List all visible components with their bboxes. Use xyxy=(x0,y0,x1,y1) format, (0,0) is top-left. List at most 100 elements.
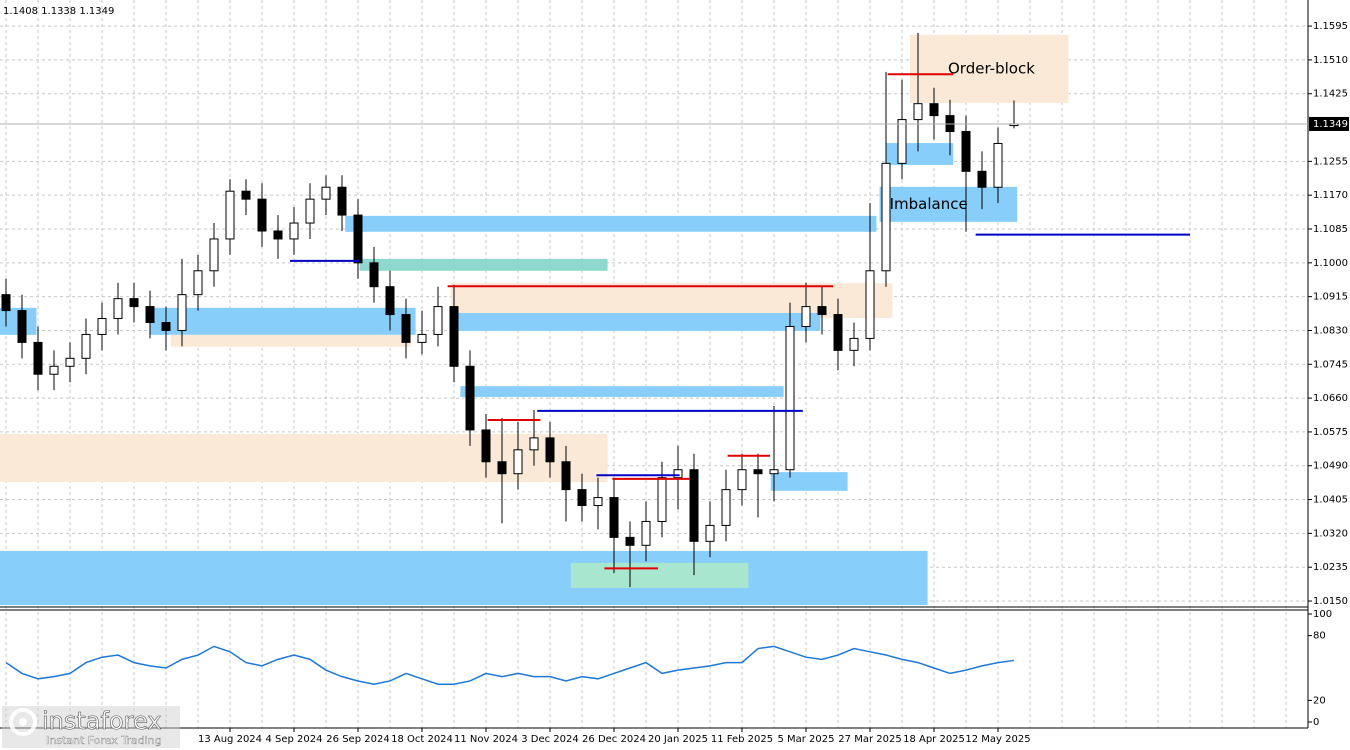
zone-label: Order-block xyxy=(948,59,1035,77)
zone xyxy=(570,562,749,588)
x-tick-label: 11 Nov 2024 xyxy=(454,734,518,745)
marks xyxy=(1,32,1190,588)
candle-body xyxy=(161,322,171,331)
zone xyxy=(0,550,928,605)
current-price-tag xyxy=(1309,116,1349,131)
y-tick-label: 1.0915 xyxy=(1313,292,1348,303)
candle-body xyxy=(737,469,747,491)
candle-body xyxy=(385,286,395,316)
x-tick-label: 3 Dec 2024 xyxy=(521,734,579,745)
zone xyxy=(150,307,416,335)
x-tick-label: 27 Mar 2025 xyxy=(838,734,901,745)
y-tick-label: 1.0150 xyxy=(1313,596,1348,607)
candle-body xyxy=(929,103,939,117)
candle-body xyxy=(881,162,891,272)
candle-body xyxy=(209,238,219,272)
candle-body xyxy=(321,186,331,200)
x-tick-label: 13 Aug 2024 xyxy=(198,734,262,745)
candle-body xyxy=(625,536,635,546)
x-tick-label: 26 Sep 2024 xyxy=(326,734,389,745)
y-tick-label: 1.1085 xyxy=(1313,224,1348,235)
watermark-brand: instaforex xyxy=(42,707,162,735)
indicator-tick-label: 100 xyxy=(1313,609,1332,620)
candle-body xyxy=(897,119,907,164)
y-tick-label: 1.0575 xyxy=(1313,427,1348,438)
candle-body xyxy=(753,469,763,475)
y-tick-label: 1.1510 xyxy=(1313,55,1348,66)
candle-body xyxy=(977,170,987,188)
y-tick-label: 1.1595 xyxy=(1313,21,1348,32)
y-tick-label: 1.0660 xyxy=(1313,393,1348,404)
zone xyxy=(450,312,821,331)
candle-body xyxy=(849,337,859,351)
zone xyxy=(345,215,877,232)
indicator-line xyxy=(5,645,1015,685)
zone xyxy=(770,472,848,491)
candle-body xyxy=(497,461,507,475)
x-tick-label: 12 May 2025 xyxy=(965,734,1030,745)
candle-body xyxy=(289,222,299,240)
y-tick-label: 1.1170 xyxy=(1313,190,1348,201)
logo-icon xyxy=(19,718,27,726)
candle-body xyxy=(257,198,267,232)
candle-body xyxy=(337,186,347,216)
candle-body xyxy=(449,306,459,367)
candle-body xyxy=(529,437,539,451)
y-tick-label: 1.1255 xyxy=(1313,156,1348,167)
y-tick-label: 1.1425 xyxy=(1313,89,1348,100)
candle-body xyxy=(833,314,843,351)
candle-body xyxy=(113,298,123,320)
y-tick-label: 1.0745 xyxy=(1313,359,1348,370)
candle-body xyxy=(97,318,107,335)
indicator-tick-label: 20 xyxy=(1313,695,1326,706)
candle-body xyxy=(769,469,779,475)
y-tick-label: 1.0320 xyxy=(1313,528,1348,539)
candle-body xyxy=(689,469,699,542)
candle-body xyxy=(785,325,795,471)
zone xyxy=(170,334,411,347)
candle-body xyxy=(865,270,875,339)
candle-body xyxy=(657,477,667,522)
candle-body xyxy=(33,341,43,375)
indicator-tick-label: 0 xyxy=(1313,717,1319,728)
indicator-tick-label: 80 xyxy=(1313,631,1326,642)
zone-label: Imbalance xyxy=(890,195,968,213)
candle-body xyxy=(65,357,75,367)
x-tick-label: 11 Feb 2025 xyxy=(711,734,773,745)
candle-body xyxy=(577,489,587,507)
y-tick-label: 1.0830 xyxy=(1313,325,1348,336)
candle-body xyxy=(561,461,571,491)
watermark xyxy=(2,706,180,748)
zone xyxy=(359,258,608,271)
candle-body xyxy=(129,298,139,308)
x-tick-label: 5 Mar 2025 xyxy=(777,734,834,745)
x-tick-label: 18 Oct 2024 xyxy=(391,734,453,745)
x-tick-label: 26 Dec 2024 xyxy=(582,734,646,745)
x-tick-label: 20 Jan 2025 xyxy=(648,734,708,745)
candle-body xyxy=(273,230,283,240)
x-tick-label: 18 Apr 2025 xyxy=(903,734,965,745)
zone xyxy=(910,34,1069,103)
candle-body xyxy=(465,365,475,431)
candle-body xyxy=(417,333,427,343)
candle-body xyxy=(673,469,683,479)
watermark-tagline: Instant Forex Trading xyxy=(46,734,162,747)
y-tick-label: 1.0405 xyxy=(1313,495,1348,506)
candle-body xyxy=(593,497,603,507)
ohlc-header: 1.1408 1.1338 1.1349 xyxy=(3,6,114,17)
zone xyxy=(886,143,954,165)
y-tick-label: 1.0490 xyxy=(1313,461,1348,472)
candle-body xyxy=(17,310,27,343)
candle-body xyxy=(225,190,235,240)
candle-body xyxy=(81,333,91,359)
logo-icon xyxy=(9,708,37,736)
candle-body xyxy=(817,306,827,316)
candle-body xyxy=(1,294,11,312)
zone xyxy=(879,186,1018,222)
y-tick-label: 1.0235 xyxy=(1313,562,1348,573)
candle-body xyxy=(641,520,651,546)
candle-body xyxy=(993,142,1003,188)
